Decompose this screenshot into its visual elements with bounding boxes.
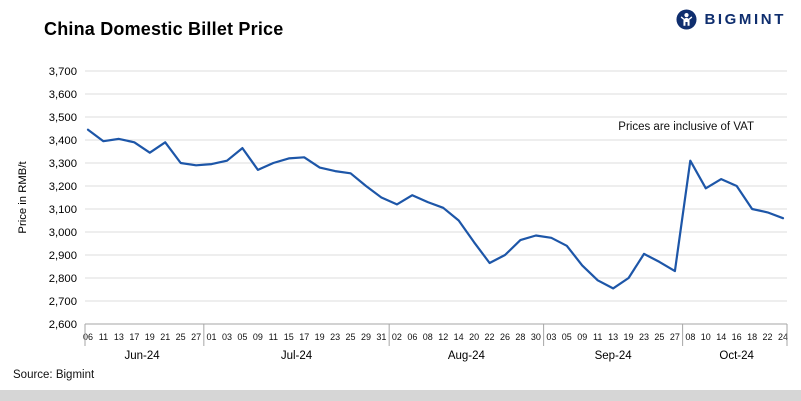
svg-text:11: 11 [593,332,602,342]
svg-text:05: 05 [237,332,247,342]
svg-text:25: 25 [346,332,356,342]
svg-text:13: 13 [114,332,124,342]
svg-text:3,200: 3,200 [49,181,77,193]
svg-text:08: 08 [685,332,695,342]
svg-text:18: 18 [747,332,757,342]
svg-text:Aug-24: Aug-24 [448,350,486,362]
svg-text:14: 14 [454,332,464,342]
svg-text:19: 19 [315,332,325,342]
svg-text:16: 16 [732,332,742,342]
svg-text:08: 08 [423,332,433,342]
svg-text:28: 28 [515,332,525,342]
svg-text:Jul-24: Jul-24 [281,350,313,362]
svg-text:09: 09 [253,332,263,342]
svg-text:02: 02 [392,332,402,342]
svg-text:12: 12 [438,332,448,342]
svg-text:19: 19 [624,332,634,342]
svg-text:13: 13 [608,332,618,342]
svg-text:10: 10 [701,332,711,342]
svg-text:15: 15 [284,332,294,342]
svg-text:11: 11 [269,332,278,342]
svg-text:27: 27 [670,332,680,342]
svg-text:3,300: 3,300 [49,158,77,170]
svg-text:17: 17 [299,332,309,342]
svg-text:2,600: 2,600 [49,319,77,331]
svg-text:20: 20 [469,332,479,342]
svg-text:3,600: 3,600 [49,89,77,101]
svg-text:21: 21 [160,332,170,342]
svg-text:Jun-24: Jun-24 [124,350,160,362]
svg-text:03: 03 [546,332,556,342]
bigmint-logo: BIGMINT [676,9,786,30]
svg-text:29: 29 [361,332,371,342]
svg-text:Price in RMB/t: Price in RMB/t [17,161,29,234]
svg-text:3,100: 3,100 [49,204,77,216]
svg-text:09: 09 [577,332,587,342]
svg-text:2,700: 2,700 [49,296,77,308]
svg-text:25: 25 [654,332,664,342]
svg-text:23: 23 [330,332,340,342]
svg-text:Sep-24: Sep-24 [595,350,633,362]
svg-text:05: 05 [562,332,572,342]
svg-text:30: 30 [531,332,541,342]
svg-text:Oct-24: Oct-24 [719,350,754,362]
svg-text:2,900: 2,900 [49,250,77,262]
svg-text:27: 27 [191,332,201,342]
svg-text:17: 17 [129,332,139,342]
svg-text:25: 25 [176,332,186,342]
svg-text:06: 06 [407,332,417,342]
svg-text:14: 14 [716,332,726,342]
svg-text:26: 26 [500,332,510,342]
svg-text:01: 01 [207,332,217,342]
svg-text:06: 06 [83,332,93,342]
svg-text:2,800: 2,800 [49,273,77,285]
source-label: Source: Bigmint [13,369,95,381]
svg-text:24: 24 [778,332,788,342]
svg-text:3,000: 3,000 [49,227,77,239]
svg-text:11: 11 [99,332,108,342]
svg-text:3,500: 3,500 [49,112,77,124]
bigmint-logo-text: BIGMINT [704,11,786,28]
svg-text:31: 31 [376,332,386,342]
bottom-bar [0,390,801,401]
svg-text:22: 22 [485,332,495,342]
vat-annotation: Prices are inclusive of VAT [618,121,754,133]
svg-text:3,400: 3,400 [49,135,77,147]
svg-text:03: 03 [222,332,232,342]
svg-text:19: 19 [145,332,155,342]
chart-title: China Domestic Billet Price [44,19,284,39]
svg-text:3,700: 3,700 [49,66,77,78]
bigmint-logo-icon [676,9,697,30]
svg-text:22: 22 [763,332,773,342]
svg-text:23: 23 [639,332,649,342]
